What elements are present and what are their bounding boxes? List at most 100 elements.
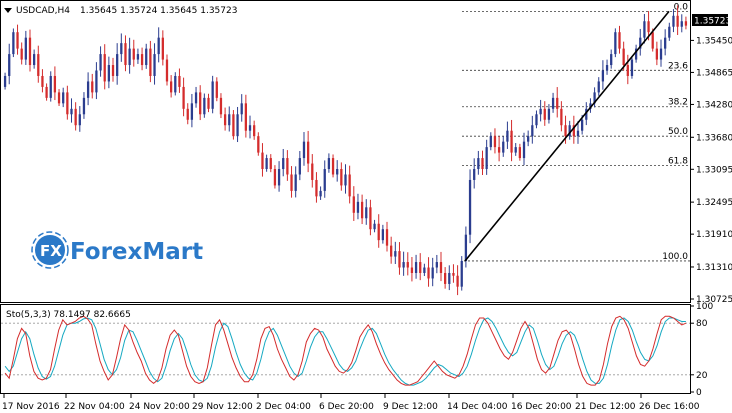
candle-body	[215, 81, 218, 98]
candle-body	[174, 75, 177, 93]
candle-body	[680, 21, 683, 27]
candle-body	[647, 21, 650, 33]
candle-body	[311, 163, 314, 180]
candle-body	[169, 81, 173, 93]
candle-body	[576, 130, 580, 137]
candle-body	[228, 114, 231, 126]
candle-body	[336, 169, 339, 175]
candle-body	[331, 158, 335, 175]
candle-body	[3, 75, 7, 87]
price-tick-label: 1.35450	[696, 36, 732, 46]
candle-body	[419, 262, 422, 273]
candle-body	[580, 119, 584, 131]
candle-body	[398, 251, 401, 268]
candle-body	[319, 190, 322, 197]
candle-body	[568, 125, 571, 137]
candle-body	[37, 54, 40, 76]
candle-body	[373, 223, 376, 230]
logo-wordmark: ForexMart	[70, 239, 203, 265]
candle-body	[556, 97, 559, 109]
candle-body	[402, 262, 405, 268]
candle-body	[211, 81, 214, 109]
time-tick-label: 9 Dec 12:00	[383, 402, 438, 412]
candle-body	[643, 21, 646, 38]
candle-body	[178, 75, 181, 87]
trendline[interactable]	[464, 10, 670, 262]
candle-body	[286, 158, 289, 175]
candle-body	[431, 267, 434, 279]
price-tick-label: 1.33680	[696, 133, 732, 143]
candle-body	[232, 114, 235, 137]
ohlc-values: 1.35645 1.35724 1.35645 1.35723	[80, 6, 237, 16]
candle-body	[551, 97, 555, 109]
stochastic-oscillator	[1, 315, 690, 386]
time-tick-label: 2 Dec 04:00	[256, 402, 311, 412]
candle-body	[477, 158, 480, 170]
candle-body	[464, 234, 468, 261]
trendline-layer[interactable]	[464, 10, 670, 262]
candle-body	[219, 97, 223, 115]
fib-level-label: 100.0	[662, 252, 688, 262]
candle-body	[57, 92, 61, 104]
candle-body	[149, 48, 152, 76]
candle-body	[91, 81, 94, 93]
candle-body	[207, 97, 210, 109]
fibonacci-retracement[interactable]: 0.0 23.6 38.2 50.0 61.8 100.0	[462, 2, 690, 262]
candle-body	[62, 92, 65, 104]
time-tick-label: 21 Dec 12:00	[575, 402, 636, 412]
candle-body	[302, 141, 306, 159]
candle-body	[502, 141, 505, 153]
candle-body	[298, 158, 301, 175]
time-tick-label: 14 Dec 04:00	[447, 402, 508, 412]
triangle-down-icon[interactable]	[4, 8, 12, 13]
candle-body	[634, 48, 638, 60]
candle-body	[203, 97, 206, 115]
time-tick-label: 24 Nov 20:00	[129, 402, 190, 412]
candle-body	[610, 54, 613, 66]
candle-body	[489, 136, 492, 148]
candle-body	[460, 260, 463, 287]
candle-body	[277, 169, 281, 186]
candle-body	[381, 229, 385, 241]
candle-body	[95, 70, 98, 93]
candle-body	[406, 262, 409, 268]
candle-body	[66, 92, 69, 115]
price-tick-label: 1.31310	[696, 263, 732, 273]
candle-body	[32, 54, 36, 66]
candle-body	[269, 158, 272, 170]
candle-body	[535, 114, 538, 126]
candle-body	[423, 267, 426, 273]
candle-body	[356, 201, 360, 213]
stochastic-tick-label: 80	[696, 319, 708, 329]
time-tick-label: 26 Dec 16:00	[639, 402, 700, 412]
candle-body	[414, 262, 418, 273]
candle-body	[531, 125, 534, 137]
logo-badge-text: FX	[40, 242, 62, 260]
candle-body	[539, 108, 542, 115]
stochastic-tick-label: 100	[696, 302, 713, 312]
candle-body	[78, 114, 81, 126]
time-tick-label: 29 Nov 12:00	[192, 402, 253, 412]
candle-body	[186, 108, 189, 120]
candle-body	[165, 59, 169, 82]
candle-body	[82, 97, 86, 115]
candle-body	[676, 15, 679, 27]
time-tick-label: 17 Nov 2016	[2, 402, 60, 412]
candle-body	[601, 70, 605, 82]
fib-level-label: 61.8	[668, 157, 688, 167]
candle-body	[157, 37, 160, 55]
stochastic-tick-label: 20	[696, 371, 708, 381]
indicator-pane-frame	[0, 304, 691, 394]
logo-badge-ring	[31, 231, 69, 269]
candle-body	[327, 158, 331, 170]
candle-body	[668, 26, 671, 38]
candle-body	[664, 37, 667, 49]
candle-body	[448, 272, 451, 284]
candle-body	[344, 174, 347, 186]
candle-body	[456, 275, 459, 287]
candle-body	[390, 245, 393, 257]
candle-body	[593, 92, 596, 104]
candle-body	[12, 32, 15, 55]
fib-level-label: 38.2	[668, 98, 688, 108]
